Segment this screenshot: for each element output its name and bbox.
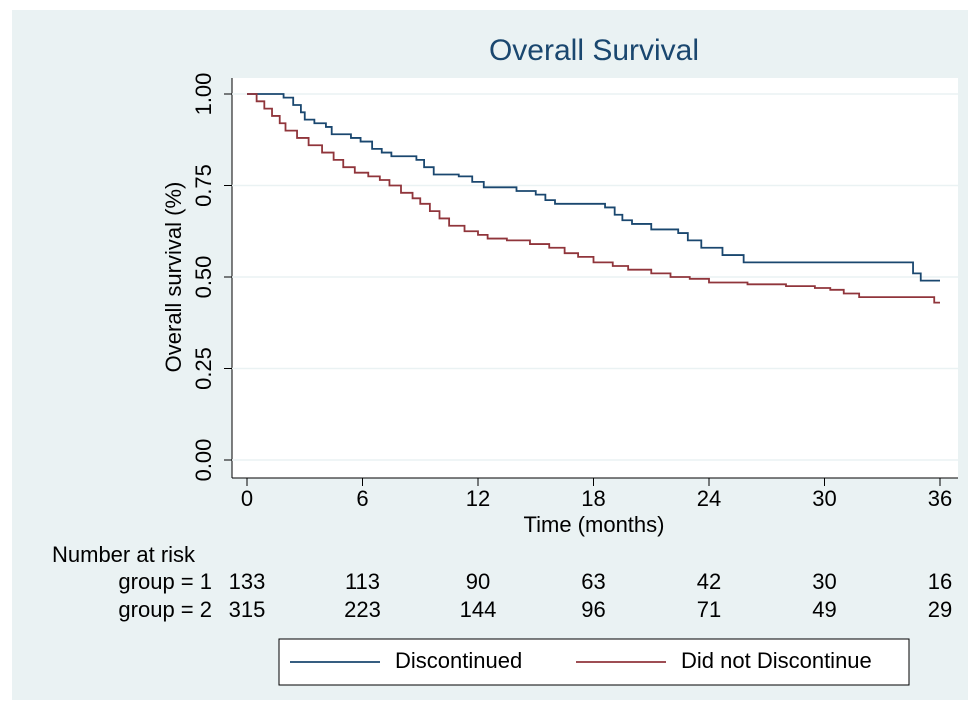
x-axis-label: Time (months) [524,512,665,537]
risk-count: 63 [581,569,605,594]
legend-label: Discontinued [395,648,522,673]
risk-count: 42 [697,569,721,594]
risk-count: 144 [460,597,497,622]
y-tick-label: 0.00 [191,439,216,482]
y-tick-label: 0.50 [191,256,216,299]
risk-count: 90 [466,569,490,594]
y-tick-label: 0.25 [191,347,216,390]
risk-count: 223 [344,597,381,622]
plot-area [232,78,958,478]
risk-count: 49 [812,597,836,622]
risk-count: 315 [229,597,266,622]
y-tick-label: 1.00 [191,73,216,116]
y-tick-label: 0.75 [191,164,216,207]
risk-count: 113 [345,569,380,594]
x-tick-label: 18 [581,486,605,511]
risk-row-label: group = 1 [118,569,212,594]
risk-count: 133 [229,569,266,594]
survival-curve [247,93,940,304]
x-tick-label: 36 [928,486,952,511]
x-tick-label: 0 [241,486,253,511]
chart-title: Overall Survival [489,34,699,67]
risk-row-label: group = 2 [118,597,212,622]
legend-label: Did not Discontinue [681,648,872,673]
risk-count: 16 [928,569,952,594]
risk-count: 29 [928,597,952,622]
x-tick-label: 30 [812,486,836,511]
survival-curve [247,93,940,282]
risk-count: 30 [812,569,836,594]
risk-count: 96 [581,597,605,622]
risk-count: 71 [697,597,721,622]
risk-table-title: Number at risk [52,542,196,567]
x-tick-label: 6 [356,486,368,511]
y-axis-label: Overall survival (%) [161,182,186,373]
x-tick-label: 12 [466,486,490,511]
x-tick-label: 24 [697,486,721,511]
